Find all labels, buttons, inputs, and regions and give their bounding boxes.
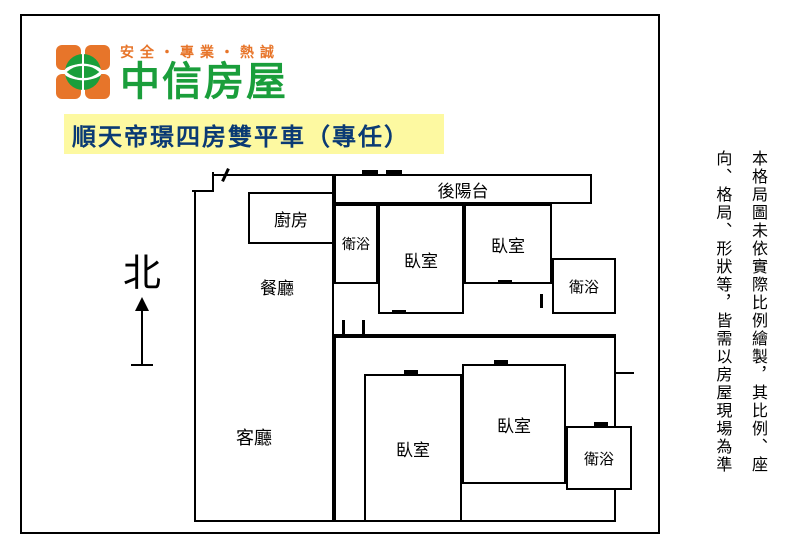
room-bath2: 衛浴 bbox=[552, 258, 616, 314]
room-bedroom1: 臥室 bbox=[378, 204, 464, 314]
door-mark bbox=[342, 320, 345, 334]
label-bath3: 衛浴 bbox=[584, 448, 614, 469]
notch bbox=[192, 172, 214, 192]
label-bedroom4: 臥室 bbox=[497, 412, 531, 437]
room-bedroom3: 臥室 bbox=[364, 374, 462, 522]
door-mark bbox=[498, 280, 512, 284]
north-arrow-icon bbox=[112, 297, 172, 370]
label-kitchen: 廚房 bbox=[274, 206, 308, 231]
north-indicator: 北 bbox=[112, 242, 172, 370]
door-mark bbox=[494, 360, 508, 364]
room-kitchen: 廚房 bbox=[248, 192, 334, 244]
door-mark bbox=[594, 422, 608, 426]
label-bedroom3: 臥室 bbox=[396, 436, 430, 461]
label-living: 客廳 bbox=[236, 424, 272, 450]
logo-tagline: 安全・專業・熱誠 bbox=[120, 42, 288, 62]
room-bedroom2: 臥室 bbox=[464, 204, 552, 284]
disclaimer-line1: 本格局圖未依實際比例繪製，其比例、座 bbox=[744, 150, 770, 474]
disclaimer-line2: 向、格局、形狀等，皆需以房屋現場為準 bbox=[709, 150, 735, 474]
label-bedroom1: 臥室 bbox=[404, 247, 438, 272]
logo: 安全・專業・熱誠 中信房屋 bbox=[56, 42, 288, 102]
label-bedroom2: 臥室 bbox=[491, 232, 525, 257]
label-bath2: 衛浴 bbox=[569, 276, 599, 297]
outer-frame: 安全・專業・熱誠 中信房屋 順天帝璟四房雙平車（專任） 北 廚房 後陽台 bbox=[20, 14, 660, 534]
door-mark bbox=[386, 170, 402, 174]
logo-brand: 中信房屋 bbox=[120, 62, 288, 102]
door-mark bbox=[392, 310, 406, 314]
room-bath3: 衛浴 bbox=[566, 426, 632, 490]
room-bedroom4: 臥室 bbox=[462, 364, 566, 484]
north-label: 北 bbox=[112, 242, 172, 297]
label-rear-balcony: 後陽台 bbox=[438, 177, 489, 202]
floorplan: 廚房 後陽台 餐廳 衛浴 臥室 臥室 衛浴 bbox=[194, 174, 634, 522]
disclaimer: 本格局圖未依實際比例繪製，其比例、座 向、格局、形狀等，皆需以房屋現場為準 bbox=[690, 150, 770, 474]
door-mark bbox=[540, 294, 543, 308]
label-dining: 餐廳 bbox=[260, 274, 294, 299]
brand-icon bbox=[56, 45, 110, 99]
label-bath1: 衛浴 bbox=[342, 234, 370, 254]
door-mark bbox=[404, 370, 418, 374]
room-bath1: 衛浴 bbox=[334, 204, 378, 284]
notch2 bbox=[614, 334, 634, 374]
door-mark bbox=[362, 170, 378, 174]
door-mark bbox=[362, 320, 365, 334]
listing-title: 順天帝璟四房雙平車（專任） bbox=[64, 114, 444, 154]
room-rear-balcony: 後陽台 bbox=[334, 174, 592, 204]
